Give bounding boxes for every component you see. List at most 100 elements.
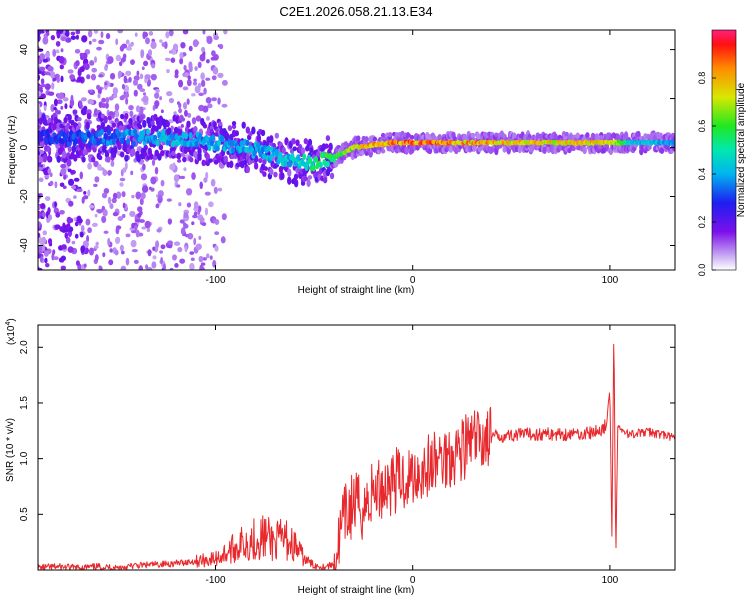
spectrogram-noise-cell bbox=[218, 43, 224, 50]
spectrogram-halo-cell bbox=[209, 125, 215, 131]
spectrogram-ridge-cell bbox=[92, 139, 97, 146]
spectrogram-noise-cell bbox=[173, 111, 177, 116]
spectrogram-noise-cell bbox=[128, 104, 134, 111]
spectrogram-noise-cell bbox=[38, 103, 41, 110]
spectrogram-halo-cell bbox=[63, 116, 68, 124]
spectrogram-noise-cell bbox=[55, 40, 61, 47]
spectrogram-halo-cell bbox=[131, 148, 136, 157]
spectrogram-noise-cell bbox=[197, 82, 202, 89]
spectrogram-noise-cell bbox=[164, 57, 171, 62]
spectrogram-noise-cell bbox=[41, 211, 46, 218]
spectrogram-noise-cell bbox=[131, 222, 135, 229]
spectrogram-noise-cell bbox=[79, 66, 85, 73]
spectrogram-halo-cell bbox=[245, 126, 251, 134]
spectrogram-ridge-cell bbox=[99, 128, 104, 136]
spectrogram-noise-cell bbox=[42, 58, 49, 63]
spectrogram-noise-cell bbox=[204, 207, 209, 216]
bottom-y-tick-label: 2.0 bbox=[19, 340, 30, 354]
spectrogram-halo-cell bbox=[158, 145, 164, 151]
spectrogram-noise-cell bbox=[80, 225, 85, 232]
spectrogram-noise-cell bbox=[135, 191, 142, 200]
spectrogram-noise-cell bbox=[122, 167, 127, 173]
spectrogram-noise-cell bbox=[182, 86, 189, 91]
spectrogram-noise-cell bbox=[38, 30, 41, 36]
spectrogram-ridge-cell bbox=[73, 138, 78, 145]
spectrogram-noise-cell bbox=[189, 262, 195, 270]
spectrogram-halo-cell bbox=[118, 125, 124, 131]
spectrogram-halo-cell bbox=[293, 173, 299, 180]
spectrogram-noise-cell bbox=[140, 173, 148, 181]
spectrogram-marks bbox=[38, 30, 675, 270]
spectrogram-noise-cell bbox=[80, 108, 87, 116]
spectrogram-noise-cell bbox=[128, 76, 132, 83]
spectrogram-halo-cell bbox=[139, 114, 144, 122]
spectrogram-noise-cell bbox=[187, 112, 192, 118]
spectrogram-noise-cell bbox=[178, 102, 182, 109]
spectrogram-noise-cell bbox=[61, 244, 67, 250]
spectrogram-noise-cell bbox=[70, 31, 76, 36]
spectrogram-halo-cell bbox=[364, 136, 369, 143]
spectrogram-halo-cell bbox=[46, 146, 52, 153]
spectrogram-halo-cell bbox=[287, 168, 292, 177]
spectrogram-noise-cell bbox=[137, 206, 143, 213]
top-y-tick-label: 40 bbox=[19, 44, 30, 56]
spectrogram-halo-cell bbox=[571, 146, 576, 151]
spectrogram-noise-cell bbox=[89, 89, 93, 93]
spectrogram-noise-cell bbox=[59, 209, 65, 215]
spectrogram-halo-cell bbox=[281, 146, 286, 154]
spectrogram-noise-cell bbox=[42, 230, 48, 236]
spectrogram-halo-cell bbox=[64, 124, 70, 130]
spectrogram-halo-cell bbox=[256, 134, 262, 143]
spectrogram-noise-cell bbox=[78, 100, 83, 108]
spectrogram-halo-cell bbox=[42, 154, 48, 163]
spectrogram-noise-cell bbox=[75, 34, 79, 40]
spectrogram-halo-cell bbox=[113, 145, 118, 154]
spectrogram-halo-cell bbox=[100, 121, 106, 128]
spectrogram-halo-cell bbox=[615, 133, 621, 142]
spectrogram-noise-cell bbox=[102, 208, 108, 217]
spectrogram-noise-cell bbox=[131, 194, 135, 199]
spectrogram-noise-cell bbox=[135, 229, 140, 238]
spectrogram-halo-cell bbox=[102, 144, 107, 153]
top-y-tick-label: 0 bbox=[19, 144, 30, 150]
spectrogram-noise-cell bbox=[87, 189, 91, 197]
spectrogram-halo-cell bbox=[137, 124, 143, 130]
spectrogram-ridge-cell bbox=[120, 137, 125, 145]
spectrogram-noise-cell bbox=[168, 97, 175, 104]
spectrogram-noise-cell bbox=[178, 108, 183, 114]
spectrogram-noise-cell bbox=[42, 36, 49, 45]
spectrogram-halo-cell bbox=[208, 158, 213, 163]
spectrogram-noise-cell bbox=[154, 166, 159, 175]
spectrogram-noise-cell bbox=[168, 30, 174, 37]
spectrogram-noise-cell bbox=[221, 103, 228, 108]
spectrogram-noise-cell bbox=[39, 255, 44, 262]
spectrogram-noise-cell bbox=[74, 221, 79, 227]
spectrogram-noise-cell bbox=[96, 209, 101, 213]
spectrogram-halo-cell bbox=[186, 120, 191, 128]
spectrogram-ridge-cell bbox=[283, 160, 288, 167]
spectrogram-noise-cell bbox=[160, 244, 166, 250]
spectrogram-noise-cell bbox=[139, 73, 144, 80]
spectrogram-noise-cell bbox=[40, 78, 45, 85]
top-y-axis-label: Frequency (Hz) bbox=[7, 116, 18, 185]
spectrogram-noise-cell bbox=[194, 40, 200, 46]
spectrogram-noise-cell bbox=[155, 88, 160, 93]
spectrogram-halo-cell bbox=[182, 156, 187, 163]
spectrogram-noise-cell bbox=[39, 30, 45, 34]
spectrogram-noise-cell bbox=[44, 257, 48, 264]
spectrogram-halo-cell bbox=[97, 155, 103, 161]
spectrogram-ridge-cell bbox=[131, 140, 136, 148]
spectrogram-noise-cell bbox=[200, 262, 206, 266]
spectrogram-noise-cell bbox=[130, 170, 134, 176]
spectrogram-halo-cell bbox=[81, 142, 86, 148]
spectrogram-halo-cell bbox=[307, 175, 313, 180]
spectrogram-noise-cell bbox=[158, 194, 162, 200]
spectrogram-halo-cell bbox=[160, 150, 165, 157]
spectrogram-halo-cell bbox=[77, 117, 82, 122]
y-scale-factor: (x104) bbox=[5, 318, 17, 345]
spectrogram-noise-cell bbox=[53, 98, 58, 107]
spectrogram-noise-cell bbox=[131, 248, 138, 253]
spectrogram-noise-cell bbox=[50, 71, 56, 79]
spectrogram-noise-cell bbox=[119, 95, 125, 101]
spectrogram-halo-cell bbox=[205, 153, 211, 161]
